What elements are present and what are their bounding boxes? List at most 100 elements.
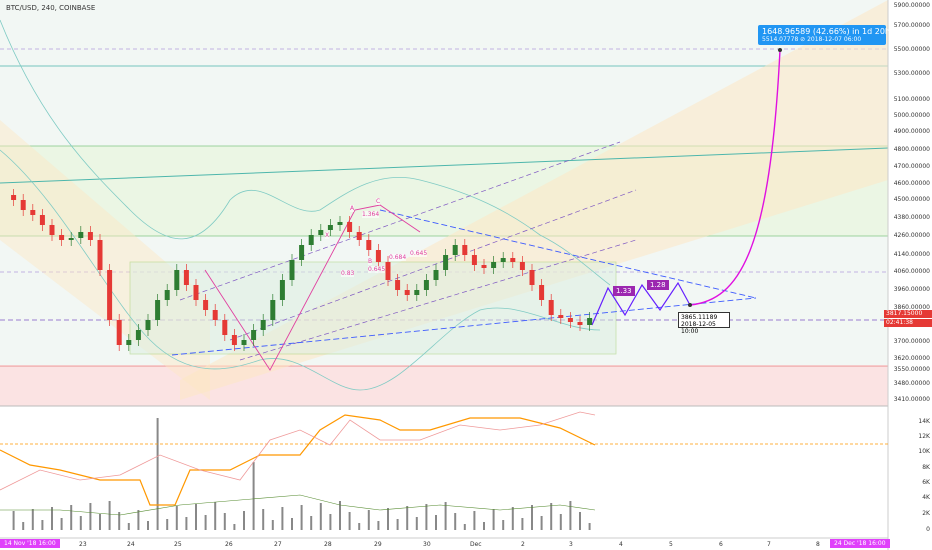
candle-body (385, 262, 391, 280)
candle-body (145, 320, 151, 330)
candle-body (174, 270, 180, 290)
time-tick: 24 (127, 541, 135, 548)
pattern-tag-b[interactable]: 1.28 (647, 280, 669, 290)
candle-body (539, 285, 545, 300)
candle-body (433, 270, 439, 280)
candle-body (20, 200, 26, 210)
candle-body (423, 280, 429, 290)
indicator-orange (0, 414, 596, 506)
volume-bar (339, 501, 341, 530)
candle-body (59, 235, 65, 240)
volume-bar (415, 517, 418, 530)
pattern-tag-a[interactable]: 1.33 (613, 286, 635, 296)
time-tick: 7 (767, 541, 771, 548)
volume-bar (271, 520, 274, 530)
candle-body (39, 215, 45, 225)
time-tick: 30 (423, 541, 431, 548)
volume-tick: 10K (918, 448, 930, 455)
price-tick: 4260.00000 (893, 232, 930, 239)
candle-body (395, 280, 401, 290)
fib-label: 0.83 (341, 270, 355, 277)
price-tick: 3550.00000 (893, 366, 930, 373)
candle-body (183, 270, 189, 285)
volume-bar (319, 503, 322, 530)
volume-bar (51, 507, 53, 530)
price-tick: 4700.00000 (893, 163, 930, 170)
current-price-tag: 3817.15000 (884, 310, 932, 318)
candle-body (107, 270, 113, 320)
volume-bar (531, 505, 533, 530)
volume-bar (358, 523, 361, 530)
volume-bar (396, 519, 399, 530)
price-tick: 4060.00000 (893, 268, 930, 275)
time-tick: 26 (225, 541, 233, 548)
time-tick: 4 (619, 541, 623, 548)
volume-bar (473, 511, 476, 530)
projection-callout[interactable]: 1648.96589 (42.66%) in 1d 20h 5514.07778… (758, 25, 890, 45)
volume-bar (262, 509, 265, 530)
candle-body (270, 300, 276, 320)
volume-bar (463, 524, 466, 530)
callout-main: 1648.96589 (42.66%) in 1d 20h (762, 27, 890, 36)
volume-bar (156, 418, 159, 530)
wave-letter: B (368, 258, 373, 265)
volume-bar (406, 506, 409, 530)
candle-body (577, 322, 583, 325)
callout-sub: 5514.07778 ⊘ 2018-12-07 06:00 (762, 36, 862, 43)
candle-body (11, 195, 17, 200)
volume-bar (243, 511, 245, 530)
volume-bar (118, 512, 121, 530)
candle-body (251, 330, 257, 340)
channel-lines (179, 141, 637, 361)
candle-body (587, 318, 593, 325)
time-tick: 25 (174, 541, 182, 548)
volume-bar (79, 516, 82, 530)
candle-body (279, 280, 285, 300)
volume-bar (579, 512, 581, 530)
volume-bar (483, 522, 485, 530)
volume-bar (281, 507, 284, 530)
candle-body (212, 310, 218, 320)
time-tick: 29 (374, 541, 382, 548)
trendline-long (0, 147, 889, 184)
price-tick: 3620.00000 (893, 355, 930, 362)
consolidation-box (129, 261, 617, 355)
volume-bar (12, 511, 15, 530)
volume-bar (291, 518, 293, 530)
candle-body (308, 235, 314, 245)
candlesticks (11, 189, 593, 351)
candle-body (299, 245, 305, 260)
volume-bar (588, 523, 591, 530)
volume-bar (175, 506, 178, 530)
candle-body (260, 320, 266, 330)
price-tick: 3960.00000 (893, 286, 930, 293)
volume-bar (435, 515, 437, 530)
volume-bar (425, 504, 428, 530)
fib-label: 1.364 (362, 211, 380, 218)
time-tick: Dec (470, 541, 482, 548)
volume-bar (377, 521, 380, 530)
time-axis-start-badge: 14 Nov '18 16:00 (0, 539, 60, 548)
indicator-gray (0, 494, 596, 516)
fib-label: 0.645 (410, 250, 428, 257)
candle-body (471, 255, 477, 265)
candle-body (126, 340, 132, 345)
price-tick: 5000.00000 (893, 112, 930, 119)
volume-bar (214, 502, 217, 530)
price-box[interactable]: 3865.11189 2018-12-05 10:00 (678, 312, 730, 335)
harmonic-pattern (204, 204, 421, 371)
time-tick: 23 (79, 541, 87, 548)
price-tick: 4900.00000 (893, 128, 930, 135)
current-time-tag: 02:41:38 (884, 319, 932, 327)
candle-body (327, 225, 333, 230)
volume-bar (511, 507, 514, 530)
candle-body (356, 232, 362, 240)
volume-bar (252, 462, 255, 530)
volume-tick: 6K (922, 479, 930, 486)
price-tick: 5900.00000 (893, 2, 930, 9)
price-box-time: 2018-12-05 10:00 (681, 321, 716, 335)
time-tick: 6 (719, 541, 723, 548)
volume-bar (233, 524, 236, 530)
bollinger-upper (0, 19, 611, 286)
